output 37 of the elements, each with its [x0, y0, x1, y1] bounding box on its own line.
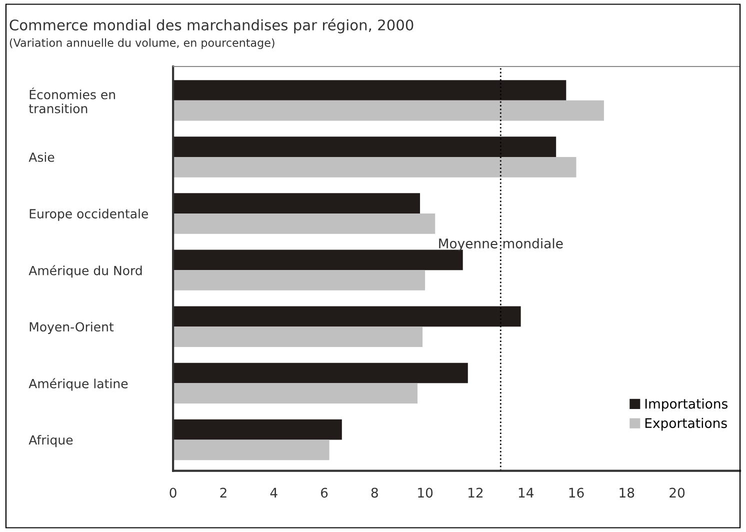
y-tick-label: Europe occidentale	[30, 208, 148, 221]
bar	[173, 250, 463, 270]
bar	[173, 100, 604, 121]
x-tick-label: 2	[220, 488, 226, 498]
bar	[173, 156, 576, 178]
bar	[173, 419, 342, 440]
x-tick-label: 4	[270, 488, 278, 498]
y-tick-label: Moyen-Orient	[30, 322, 114, 334]
bar	[173, 214, 436, 234]
bar	[173, 362, 468, 384]
bar	[173, 80, 566, 100]
x-tick-label: 12	[468, 488, 483, 498]
legend-label: Importations	[645, 398, 728, 412]
y-tick-label: Afrique	[28, 434, 73, 448]
y-tick-label: Amérique du Nord	[28, 265, 142, 278]
x-tick-label: 14	[518, 488, 534, 498]
x-tick-label: 18	[620, 488, 634, 498]
bar	[173, 440, 330, 460]
y-tick-label: Amérique latine	[28, 378, 128, 391]
bar	[173, 136, 556, 157]
x-tick-label: 10	[418, 488, 433, 498]
bar	[173, 270, 426, 290]
bar	[173, 383, 418, 404]
x-tick-label: 6	[320, 488, 328, 498]
chart-subtitle: (Variation annuelle du volume, en pourcentage)	[10, 38, 274, 50]
x-tick-label: 0	[170, 488, 176, 498]
y-tick-label: Économies en transition	[28, 88, 115, 114]
legend-label: Exportations	[645, 418, 727, 431]
bar	[173, 193, 420, 214]
chart-title: Commerce mondial des marchandises par région, 2000	[10, 18, 414, 34]
y-tick-label: Asie	[28, 152, 54, 162]
x-tick-label: 8	[371, 488, 378, 498]
x-tick-label: 16	[569, 488, 584, 498]
bar	[173, 306, 521, 327]
x-tick-label: 20	[670, 488, 685, 498]
ref-line-label: Moyenne mondiale	[439, 238, 563, 252]
bar	[173, 326, 423, 347]
